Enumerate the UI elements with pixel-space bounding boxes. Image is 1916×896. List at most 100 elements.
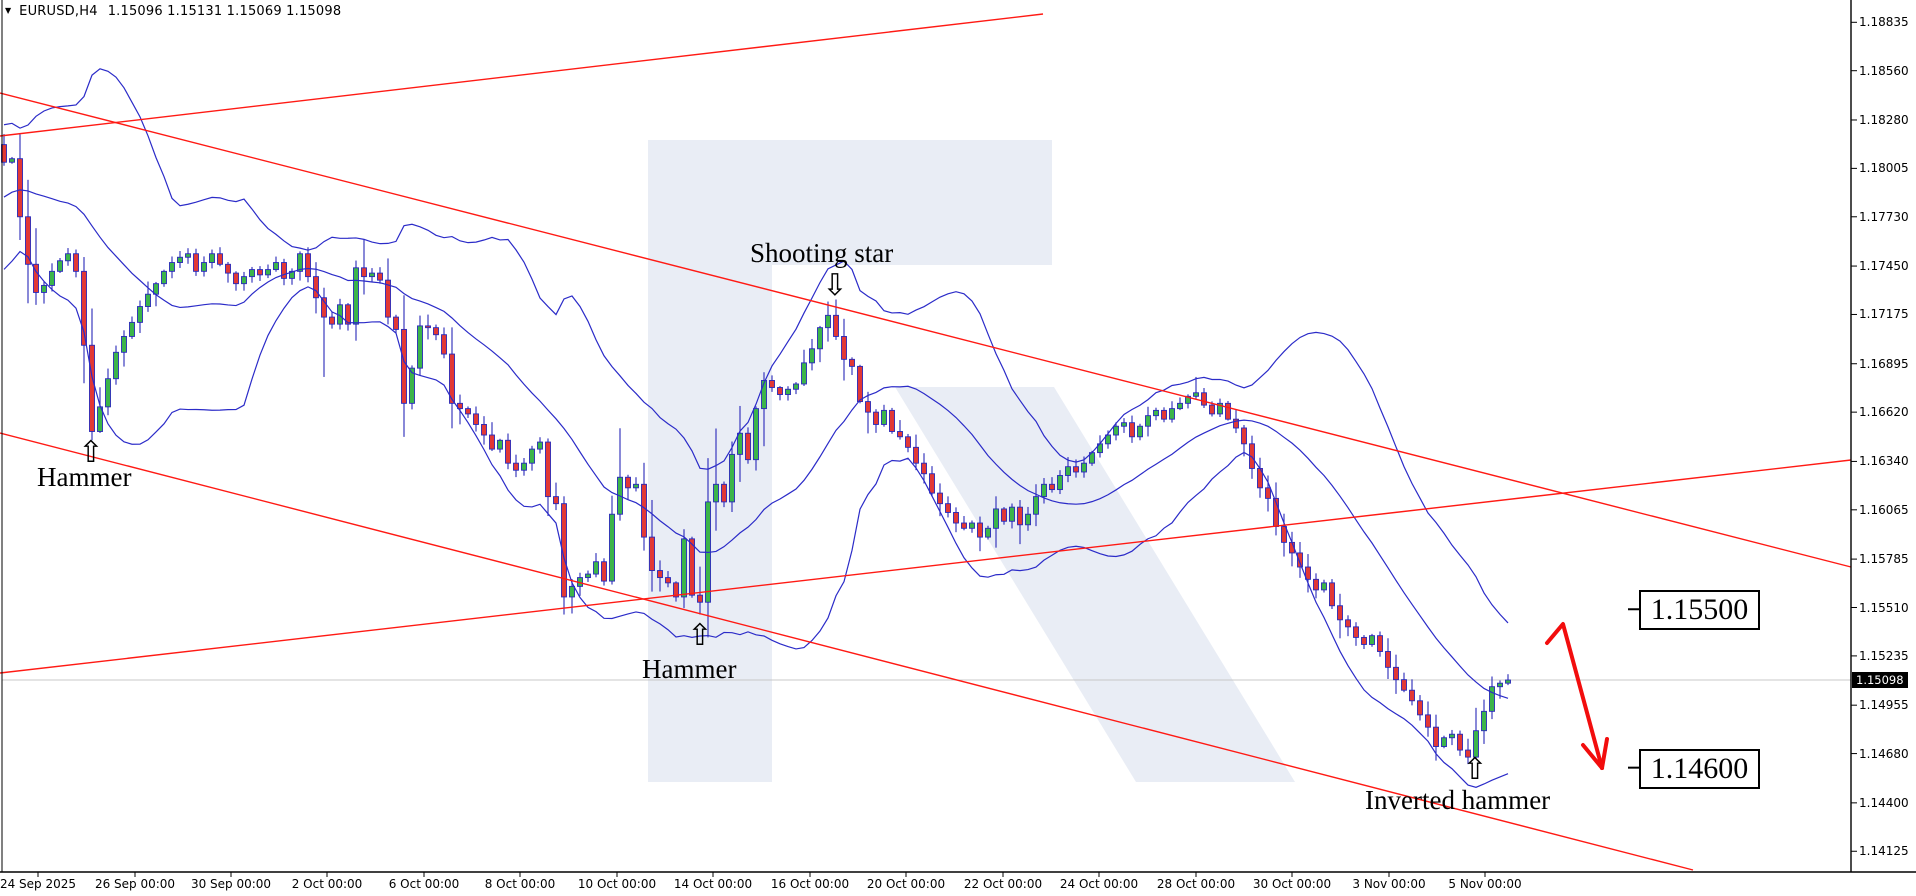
candle-body-bull bbox=[633, 483, 639, 489]
candle-body-bull bbox=[273, 262, 279, 271]
candle-body-bear bbox=[1225, 402, 1231, 420]
candle-body-bear bbox=[921, 462, 927, 475]
candle-body-bear bbox=[1305, 566, 1311, 580]
pattern-annotation-text[interactable]: Hammer bbox=[642, 654, 737, 684]
candle-body-bull bbox=[1113, 425, 1119, 436]
candle-body-bull bbox=[737, 432, 743, 455]
current-price-tag: 1.15098 bbox=[1852, 672, 1908, 688]
price-axis-label: 1.14955 bbox=[1859, 698, 1909, 713]
candle-body-bear bbox=[313, 276, 319, 299]
candle-body-bear bbox=[1297, 552, 1303, 568]
candle-body-bear bbox=[1129, 422, 1135, 438]
candle-body-bear bbox=[553, 496, 559, 505]
pattern-annotation-text[interactable]: Inverted hammer bbox=[1365, 785, 1551, 815]
trendline-descending-channel-lower[interactable] bbox=[0, 432, 1694, 871]
pattern-arrow-up-icon[interactable]: ⇧ bbox=[687, 618, 713, 653]
price-axis-label: 1.14400 bbox=[1859, 795, 1909, 810]
candle-body-bull bbox=[353, 267, 359, 325]
candle-body-bull bbox=[497, 439, 503, 450]
price-axis-label: 1.16065 bbox=[1859, 502, 1909, 517]
candle-body-bull bbox=[1121, 422, 1127, 427]
candle-body-bull bbox=[1505, 679, 1511, 684]
price-axis-label: 1.18005 bbox=[1859, 161, 1909, 176]
bollinger-middle-band[interactable] bbox=[3, 189, 1509, 699]
candle-body-bull bbox=[1145, 415, 1151, 427]
candle-body-bear bbox=[561, 503, 567, 598]
candle-body-bear bbox=[1361, 636, 1367, 645]
bollinger-upper-band[interactable] bbox=[3, 68, 1509, 624]
pattern-arrow-down-icon[interactable]: ⇩ bbox=[822, 268, 848, 303]
candle-body-bull bbox=[785, 388, 791, 395]
price-axis-label: 1.18835 bbox=[1859, 15, 1909, 30]
candle-body-bear bbox=[217, 253, 223, 265]
time-axis-label: 2 Oct 00:00 bbox=[291, 877, 363, 891]
candle-body-bull bbox=[9, 158, 15, 163]
candle-body-bear bbox=[81, 270, 87, 346]
trendline-rising-support[interactable] bbox=[0, 459, 1852, 674]
projection-arrow-shaft[interactable] bbox=[1545, 622, 1604, 770]
candle-body-bull bbox=[129, 321, 135, 337]
price-level-box[interactable]: 1.15500 bbox=[1639, 590, 1760, 631]
candle-body-bull bbox=[105, 378, 111, 408]
projection-arrow-head[interactable] bbox=[1581, 743, 1604, 770]
candle-body-bear bbox=[1465, 749, 1471, 758]
candle-body-bull bbox=[1185, 395, 1191, 404]
candle-body-bear bbox=[1073, 466, 1079, 473]
pattern-annotation-text[interactable]: Shooting star bbox=[750, 238, 894, 268]
pattern-arrow-up-icon[interactable]: ⇧ bbox=[78, 435, 104, 470]
candle-body-bear bbox=[393, 316, 399, 330]
time-axis-label: 26 Sep 00:00 bbox=[94, 877, 176, 891]
candle-body-bull bbox=[57, 260, 63, 272]
time-axis-label: 10 Oct 00:00 bbox=[577, 877, 657, 891]
bollinger-lower-band[interactable] bbox=[3, 250, 1509, 788]
candle-body-bear bbox=[777, 387, 783, 395]
candle-body-bear bbox=[601, 561, 607, 582]
candle-body-bull bbox=[521, 462, 527, 471]
candle-body-bull bbox=[1169, 408, 1175, 420]
candle-body-bear bbox=[1385, 651, 1391, 668]
candle-body-bull bbox=[1137, 425, 1143, 438]
trendline-rising-wedge-upper[interactable] bbox=[0, 13, 1044, 137]
candle-body-bear bbox=[665, 577, 671, 584]
symbol-dropdown-icon[interactable]: ▼ bbox=[5, 6, 12, 15]
candle-body-bear bbox=[1161, 409, 1167, 420]
candle-body-bull bbox=[369, 272, 375, 278]
candle-body-bull bbox=[1041, 483, 1047, 498]
candle-body-bull bbox=[1449, 733, 1455, 739]
candle-body-bear bbox=[1345, 619, 1351, 628]
candle-body-bear bbox=[1393, 666, 1399, 681]
price-axis-label: 1.17730 bbox=[1859, 209, 1909, 224]
time-axis-label: 22 Oct 00:00 bbox=[963, 877, 1043, 891]
time-axis-label: 24 Oct 00:00 bbox=[1059, 877, 1139, 891]
candle-body-bull bbox=[409, 367, 415, 404]
candle-body-bull bbox=[265, 269, 271, 276]
candle-body-bull bbox=[1081, 462, 1087, 473]
candle-body-bear bbox=[945, 503, 951, 513]
candle-body-bull bbox=[1481, 710, 1487, 732]
candle-body-bear bbox=[329, 316, 335, 325]
pattern-arrow-up-icon[interactable]: ⇧ bbox=[1462, 752, 1488, 787]
candle-body-bear bbox=[961, 522, 967, 529]
time-axis-label: 30 Sep 00:00 bbox=[190, 877, 272, 891]
pattern-annotation-text[interactable]: Hammer bbox=[37, 462, 132, 492]
candle-body-bear bbox=[977, 522, 983, 538]
candle-body-bull bbox=[137, 306, 143, 323]
candle-body-bear bbox=[649, 536, 655, 571]
price-axis-label: 1.14125 bbox=[1859, 844, 1909, 859]
candle-body-bull bbox=[817, 327, 823, 350]
candle-body-bull bbox=[793, 383, 799, 390]
candle-body-bear bbox=[489, 434, 495, 450]
candle-body-bear bbox=[1337, 605, 1343, 621]
candle-body-bear bbox=[873, 411, 879, 425]
trendline-descending-channel-upper[interactable] bbox=[0, 92, 1852, 568]
candle-body-bull bbox=[1177, 402, 1183, 410]
projection-arrow-head[interactable] bbox=[1600, 737, 1609, 770]
price-level-box[interactable]: 1.14600 bbox=[1639, 748, 1760, 789]
candle-body-bull bbox=[1217, 402, 1223, 415]
candle-body-bull bbox=[593, 561, 599, 575]
price-axis-label: 1.14680 bbox=[1859, 746, 1909, 761]
candle-body-bear bbox=[305, 253, 311, 278]
candle-body-bull bbox=[297, 253, 303, 272]
